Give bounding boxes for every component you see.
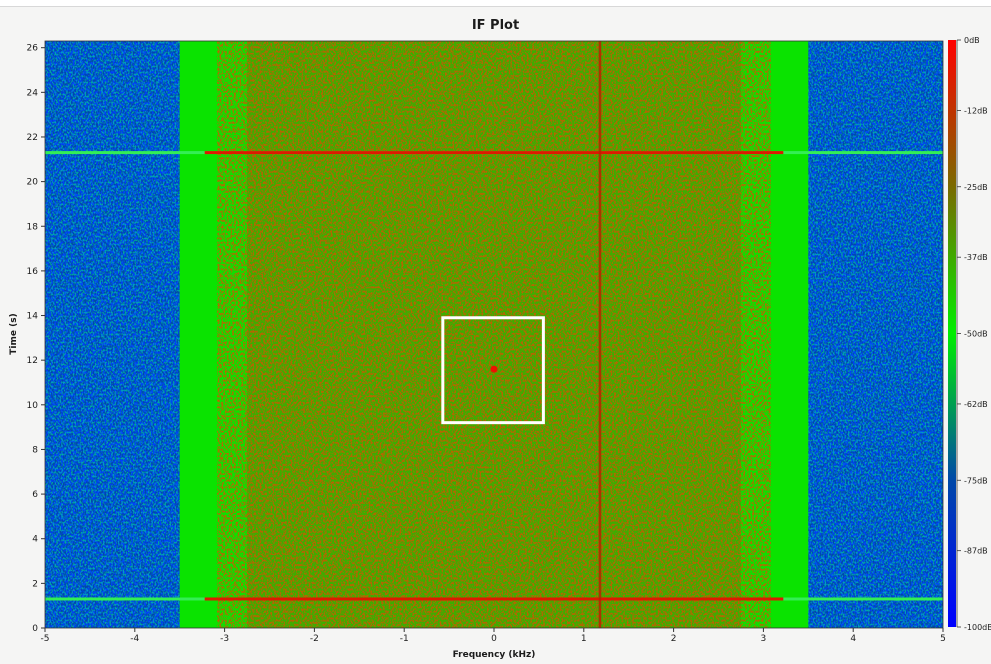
x-tick-label-2: -3: [220, 634, 229, 644]
x-tick-label-3: -2: [310, 634, 319, 644]
colorbar-label-4: -50dB: [964, 330, 988, 339]
y-tick-label-8: 16: [27, 267, 39, 277]
colorbar-label-3: -37dB: [964, 253, 988, 262]
x-axis-label: Frequency (kHz): [452, 650, 536, 660]
y-tick-label-7: 14: [27, 312, 39, 322]
colorbar-label-7: -87dB: [964, 547, 988, 556]
marker-dot: [490, 365, 498, 373]
y-tick-label-0: 0: [32, 624, 38, 634]
y-tick-label-11: 22: [27, 133, 38, 143]
colorbar-label-6: -75dB: [964, 476, 988, 485]
horizontal-line-core-0: [204, 597, 784, 601]
y-tick-label-12: 24: [27, 88, 39, 98]
colorbar-label-2: -25dB: [964, 183, 988, 192]
colorbar-label-1: -12dB: [964, 106, 988, 115]
y-tick-label-3: 6: [32, 490, 38, 500]
highlight-box: [441, 316, 545, 425]
x-tick-label-10: 5: [940, 634, 946, 644]
horizontal-line-core-1: [204, 151, 784, 155]
y-tick-label-13: 26: [27, 44, 39, 54]
y-tick-label-9: 18: [27, 222, 39, 232]
x-tick-label-0: -5: [41, 634, 50, 644]
y-tick-label-4: 8: [32, 445, 38, 455]
x-tick-label-8: 3: [761, 634, 767, 644]
y-tick-label-5: 10: [27, 401, 39, 411]
y-tick-label-6: 12: [27, 356, 38, 366]
chart-title: IF Plot: [471, 18, 520, 33]
x-tick-label-1: -4: [130, 634, 139, 644]
colorbar-label-5: -62dB: [964, 400, 988, 409]
colorbar: [948, 40, 956, 627]
x-tick-label-9: 4: [850, 634, 856, 644]
x-tick-label-6: 1: [581, 634, 587, 644]
y-tick-label-10: 20: [27, 178, 39, 188]
y-tick-label-1: 2: [32, 579, 38, 589]
y-tick-label-2: 4: [32, 535, 38, 545]
signal-band-speckle: [217, 41, 771, 628]
x-tick-label-7: 2: [671, 634, 677, 644]
x-tick-label-5: 0: [491, 634, 497, 644]
vertical-tone-line: [598, 41, 602, 628]
window-top-edge: [0, 0, 991, 7]
x-tick-label-4: -1: [400, 634, 409, 644]
colorbar-label-8: -100dB: [964, 623, 991, 632]
colorbar-label-0: 0dB: [964, 36, 980, 45]
